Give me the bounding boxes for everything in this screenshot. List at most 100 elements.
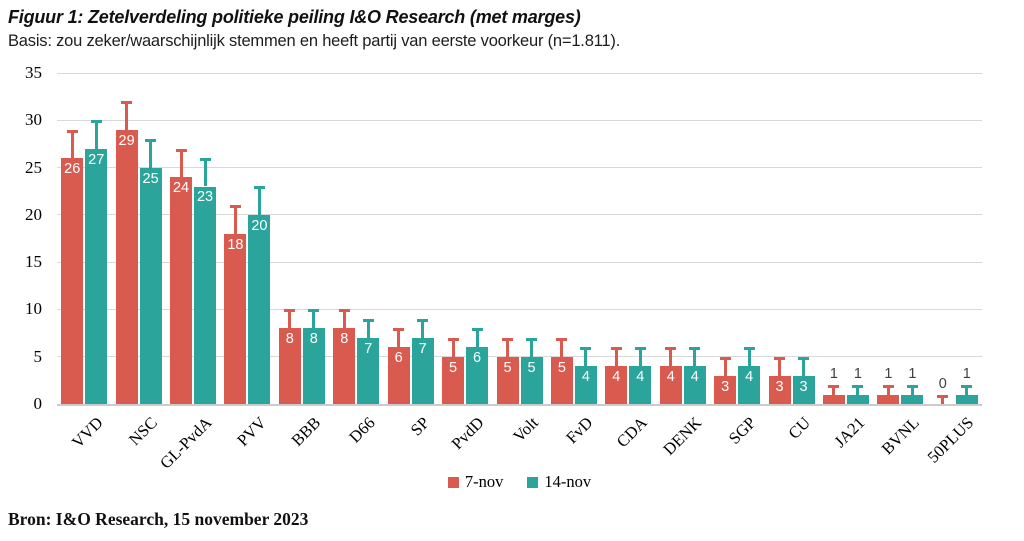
bar [248, 214, 271, 404]
error-bar-cap [338, 309, 350, 313]
y-tick-label: 25 [25, 157, 42, 177]
y-tick-label: 0 [33, 394, 43, 413]
error-bar-cap [447, 337, 459, 341]
error-bar [669, 347, 673, 367]
bar [387, 347, 410, 404]
bar [901, 394, 924, 404]
error-bar-cap [719, 356, 731, 360]
error-bar-cap [610, 347, 622, 351]
bar-value-label: 23 [196, 189, 214, 206]
bar [877, 394, 900, 404]
y-tick-label: 30 [25, 110, 42, 130]
bar-value-label: 1 [884, 366, 893, 383]
error-bar-cap [526, 337, 537, 341]
grid-line [57, 214, 982, 216]
grid-line [57, 72, 982, 74]
y-tick-label: 10 [25, 299, 42, 319]
error-bar-cap [362, 318, 374, 322]
error-bar-cap [937, 394, 949, 398]
bar-value-label: 6 [394, 350, 403, 367]
y-tick-label: 35 [25, 63, 42, 82]
error-bar [584, 347, 588, 367]
bar [411, 337, 434, 404]
error-bar-cap [175, 148, 187, 152]
bar [714, 375, 737, 404]
error-bar [778, 356, 782, 376]
source-note: Bron: I&O Research, 15 november 2023 [8, 509, 309, 529]
bar [520, 356, 543, 404]
bar [822, 394, 845, 404]
error-bar-cap [284, 309, 296, 313]
grid-line [57, 308, 982, 310]
bar-value-label: 5 [557, 359, 566, 376]
error-bar-cap [253, 186, 265, 190]
bar [768, 375, 791, 404]
bar-value-label: 4 [581, 369, 590, 386]
bar-value-label: 8 [309, 331, 318, 348]
error-bar-cap [961, 385, 973, 389]
bar-value-label: 3 [721, 378, 730, 395]
grid-line [57, 167, 982, 169]
bar-value-label: 29 [118, 132, 135, 149]
bar [574, 366, 597, 404]
bar-value-label: 7 [418, 340, 427, 357]
bar [792, 375, 815, 404]
bar [194, 186, 217, 404]
legend-swatch-14nov-icon [527, 476, 539, 488]
error-bar-cap [121, 101, 133, 105]
bar-value-label: 5 [449, 359, 458, 376]
bar [115, 129, 138, 404]
error-bar-cap [882, 385, 894, 389]
bar-value-label: 4 [666, 369, 675, 386]
bar-value-label: 8 [340, 331, 349, 348]
legend: 7-nov 14-nov [57, 471, 982, 493]
bar-value-label: 24 [172, 180, 190, 197]
error-bar-cap [689, 347, 701, 351]
error-bar [530, 337, 533, 357]
bar-value-label: 5 [527, 359, 536, 376]
error-bar [941, 394, 945, 404]
bar [333, 328, 356, 404]
error-bar-cap [308, 309, 320, 313]
bar-value-label: 20 [251, 217, 268, 234]
error-bar-cap [471, 328, 483, 332]
legend-item-7nov: 7-nov [447, 472, 503, 492]
error-bar [638, 347, 642, 367]
bar-value-label: 4 [612, 369, 621, 386]
bar-value-label: 7 [364, 340, 373, 357]
bar-value-label: 1 [829, 366, 838, 383]
error-bar [886, 385, 890, 395]
bar [357, 337, 380, 404]
error-bar [125, 101, 129, 130]
error-bar [723, 356, 727, 376]
bar-value-label: 4 [636, 369, 645, 386]
error-bar [257, 186, 261, 215]
grid-line [57, 261, 982, 263]
error-bar [70, 129, 74, 159]
error-bar [965, 385, 969, 395]
error-bar-cap [556, 337, 568, 341]
figure-title: Figuur 1: Zetelverdeling politieke peili… [8, 7, 581, 27]
error-bar [366, 318, 370, 338]
error-bar-cap [145, 139, 157, 143]
bar [139, 167, 162, 404]
error-bar [233, 205, 237, 234]
error-bar-cap [743, 347, 755, 351]
legend-label-14nov: 14-nov [544, 472, 592, 491]
bar [738, 366, 761, 404]
error-bar-cap [393, 328, 405, 332]
bar-value-label: 6 [473, 350, 482, 367]
error-bar [421, 318, 425, 338]
bar [85, 148, 108, 404]
bar [466, 347, 489, 404]
error-bar-cap [665, 347, 677, 351]
bar-value-label: 1 [853, 366, 862, 383]
error-bar-cap [199, 158, 211, 162]
error-bar [693, 347, 697, 367]
bar-value-label: 4 [690, 369, 699, 386]
bar-value-label: 3 [775, 378, 784, 395]
error-bar-cap [580, 347, 592, 351]
bar [224, 233, 247, 404]
error-bar-cap [906, 385, 918, 389]
